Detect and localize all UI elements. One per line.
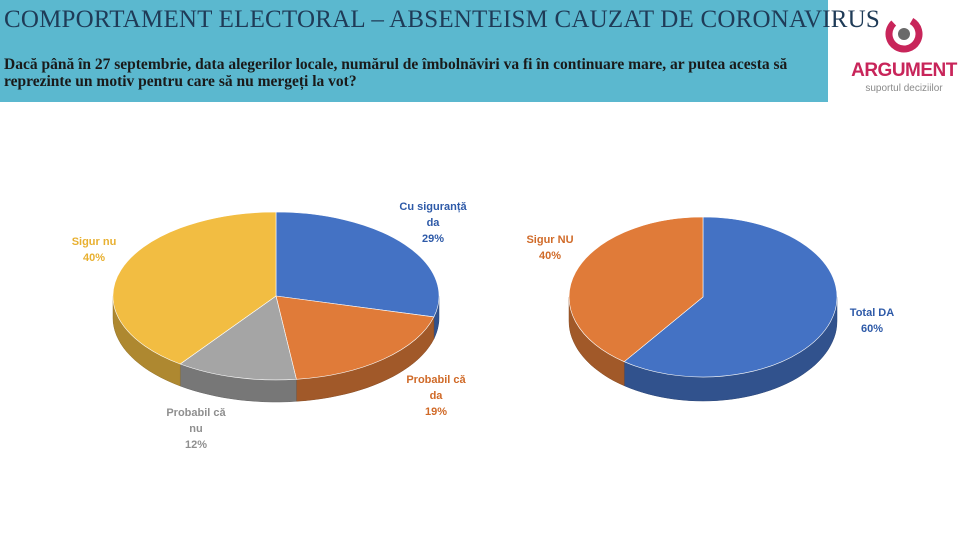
pie-slice-probabil-ca-nu — [179, 295, 297, 381]
pie-label-sigur-nu: Sigur nu 40% — [72, 236, 117, 264]
pie-label-probabil-ca-nu: Probabil că nu 12% — [166, 407, 226, 451]
logo-tagline: suportul deciziilor — [865, 83, 943, 94]
pie-slice-cu-siguranta-da — [275, 211, 440, 318]
pie-slice-total-da — [623, 216, 838, 378]
logo-name: ARGUMENT — [851, 60, 957, 81]
pie-chart-1: Cu siguranță da 29% Probabil că da 19% Probabi… — [72, 201, 468, 451]
pie-chart-2: Total DA 60% Sigur NU 40% — [526, 216, 894, 402]
argument-logo: ARGUMENT suportul deciziilor — [842, 8, 966, 100]
survey-question: Dacă până în 27 septembrie, data alegeri… — [4, 56, 788, 90]
pie-label-sigur-nu: Sigur NU 40% — [526, 234, 573, 262]
page-title: COMPORTAMENT ELECTORAL – ABSENTEISM CAUZ… — [4, 6, 881, 33]
pie-slice-sigur-nu — [112, 211, 277, 365]
header-banner: COMPORTAMENT ELECTORAL – ABSENTEISM CAUZ… — [0, 0, 880, 102]
pie-label-cu-siguranta-da: Cu siguranță da 29% — [399, 201, 467, 245]
pie-slice-probabil-ca-da — [275, 295, 435, 380]
pie-slice-sigur-nu — [568, 216, 704, 363]
ring-logo-icon — [885, 15, 923, 53]
pie-label-probabil-ca-da: Probabil că da 19% — [406, 374, 466, 418]
pie-label-total-da: Total DA 60% — [850, 307, 894, 335]
